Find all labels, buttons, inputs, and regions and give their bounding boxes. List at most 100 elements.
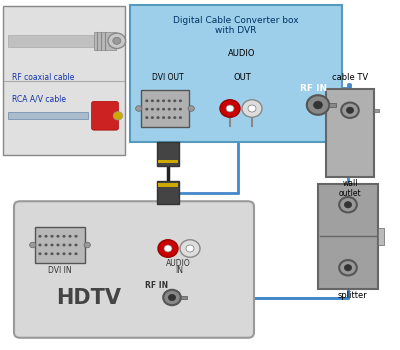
Text: RF IN: RF IN bbox=[145, 281, 168, 290]
Circle shape bbox=[168, 294, 176, 301]
Text: DVI OUT: DVI OUT bbox=[152, 74, 184, 83]
Circle shape bbox=[50, 252, 54, 255]
Circle shape bbox=[162, 108, 165, 111]
Circle shape bbox=[151, 116, 154, 119]
Circle shape bbox=[113, 37, 121, 44]
Text: OUT: OUT bbox=[233, 74, 251, 83]
FancyBboxPatch shape bbox=[35, 227, 85, 263]
Circle shape bbox=[68, 252, 72, 255]
FancyBboxPatch shape bbox=[130, 5, 342, 142]
Text: cable TV: cable TV bbox=[332, 73, 368, 82]
Text: splitter: splitter bbox=[337, 290, 367, 300]
Circle shape bbox=[314, 101, 322, 109]
Circle shape bbox=[180, 240, 200, 257]
Circle shape bbox=[156, 99, 160, 102]
Circle shape bbox=[56, 252, 60, 255]
Bar bbox=[181, 296, 187, 299]
Text: AUDIO: AUDIO bbox=[166, 259, 191, 268]
Circle shape bbox=[108, 33, 126, 49]
Text: DVI IN: DVI IN bbox=[48, 266, 72, 275]
Circle shape bbox=[68, 244, 72, 246]
Circle shape bbox=[307, 95, 329, 115]
Text: RF IN: RF IN bbox=[300, 84, 327, 93]
Circle shape bbox=[344, 202, 352, 208]
Circle shape bbox=[62, 235, 66, 238]
Circle shape bbox=[339, 260, 357, 275]
Circle shape bbox=[173, 108, 176, 111]
Circle shape bbox=[162, 116, 165, 119]
Circle shape bbox=[163, 290, 181, 305]
Circle shape bbox=[344, 265, 352, 271]
FancyBboxPatch shape bbox=[326, 89, 374, 177]
Circle shape bbox=[151, 99, 154, 102]
Circle shape bbox=[162, 99, 165, 102]
FancyBboxPatch shape bbox=[157, 142, 179, 166]
Circle shape bbox=[62, 244, 66, 246]
Circle shape bbox=[44, 244, 48, 246]
Circle shape bbox=[186, 245, 194, 252]
Circle shape bbox=[151, 108, 154, 111]
Circle shape bbox=[74, 244, 78, 246]
Circle shape bbox=[44, 252, 48, 255]
Text: wall
outlet: wall outlet bbox=[339, 178, 361, 198]
Text: IN: IN bbox=[175, 266, 183, 275]
Circle shape bbox=[136, 106, 142, 111]
Text: AUDIO: AUDIO bbox=[228, 49, 256, 58]
Circle shape bbox=[113, 112, 123, 120]
Bar bbox=[374, 108, 379, 112]
Circle shape bbox=[188, 106, 194, 111]
Circle shape bbox=[156, 116, 160, 119]
FancyBboxPatch shape bbox=[14, 201, 254, 338]
FancyBboxPatch shape bbox=[157, 181, 179, 204]
Circle shape bbox=[226, 105, 234, 112]
Text: Digital Cable Converter box
with DVR: Digital Cable Converter box with DVR bbox=[173, 16, 299, 35]
Circle shape bbox=[242, 100, 262, 117]
Circle shape bbox=[38, 244, 42, 246]
Circle shape bbox=[68, 235, 72, 238]
FancyBboxPatch shape bbox=[92, 102, 118, 130]
Circle shape bbox=[168, 99, 171, 102]
Circle shape bbox=[84, 242, 90, 248]
Bar bbox=[8, 35, 100, 47]
Circle shape bbox=[62, 252, 66, 255]
Circle shape bbox=[50, 244, 54, 246]
Circle shape bbox=[145, 99, 148, 102]
Circle shape bbox=[173, 116, 176, 119]
Circle shape bbox=[168, 116, 171, 119]
Text: HDTV: HDTV bbox=[56, 288, 121, 308]
Text: RCA A/V cable: RCA A/V cable bbox=[12, 94, 66, 104]
Circle shape bbox=[173, 99, 176, 102]
Circle shape bbox=[248, 105, 256, 112]
Circle shape bbox=[168, 108, 171, 111]
Bar bbox=[94, 32, 116, 50]
Circle shape bbox=[339, 197, 357, 212]
Circle shape bbox=[346, 107, 354, 113]
Circle shape bbox=[179, 116, 182, 119]
Circle shape bbox=[156, 108, 160, 111]
Circle shape bbox=[220, 100, 240, 117]
Circle shape bbox=[56, 244, 60, 246]
FancyBboxPatch shape bbox=[3, 6, 125, 155]
Circle shape bbox=[56, 235, 60, 238]
Circle shape bbox=[164, 245, 172, 252]
Circle shape bbox=[74, 252, 78, 255]
Bar bbox=[158, 160, 178, 163]
Circle shape bbox=[38, 235, 42, 238]
Circle shape bbox=[179, 99, 182, 102]
Circle shape bbox=[30, 242, 36, 248]
FancyBboxPatch shape bbox=[141, 90, 189, 127]
FancyBboxPatch shape bbox=[318, 184, 378, 289]
Bar bbox=[158, 183, 178, 187]
Circle shape bbox=[179, 108, 182, 111]
Circle shape bbox=[158, 240, 178, 257]
Circle shape bbox=[38, 252, 42, 255]
Circle shape bbox=[44, 235, 48, 238]
Circle shape bbox=[50, 235, 54, 238]
Bar bbox=[8, 112, 88, 119]
Circle shape bbox=[341, 103, 359, 118]
Bar bbox=[329, 103, 336, 107]
Circle shape bbox=[145, 116, 148, 119]
Text: RF coaxial cable: RF coaxial cable bbox=[12, 74, 74, 83]
Circle shape bbox=[145, 108, 148, 111]
Bar bbox=[378, 228, 384, 245]
